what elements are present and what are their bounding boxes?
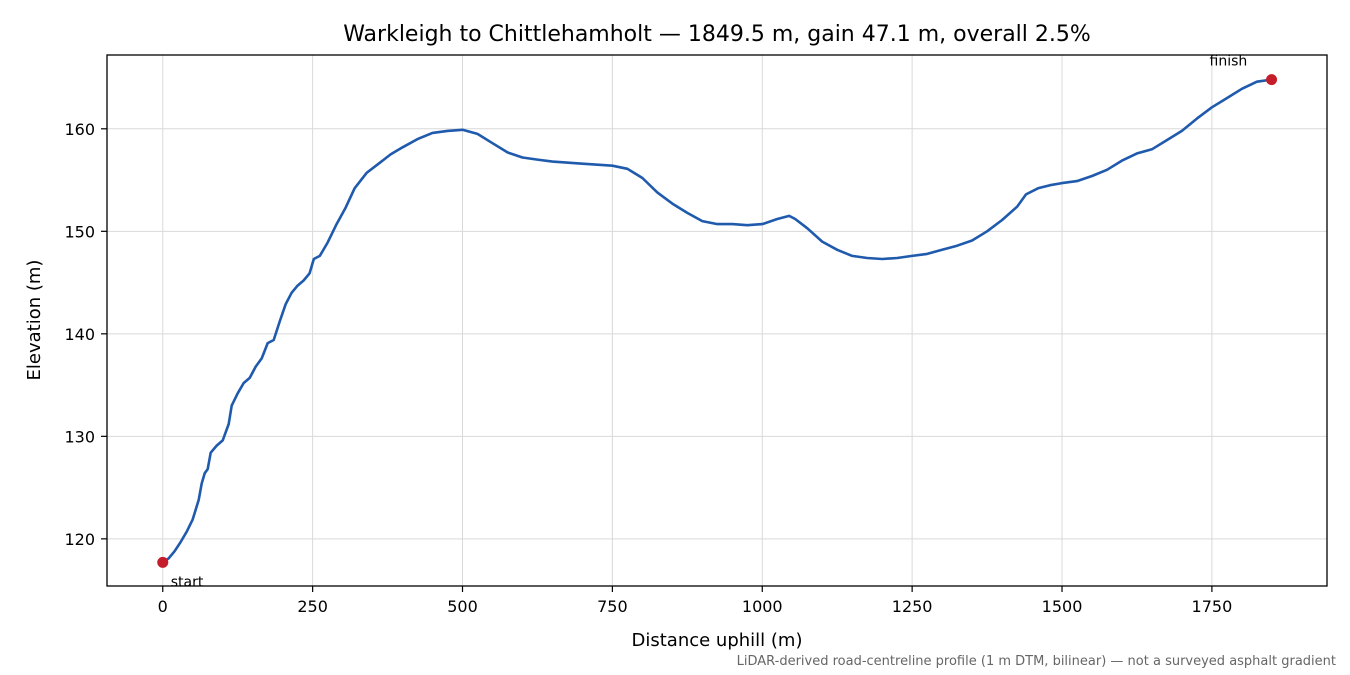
- grid: [107, 55, 1327, 586]
- x-tick-label: 1250: [892, 597, 933, 616]
- x-tick-label: 1750: [1192, 597, 1233, 616]
- x-tick-label: 500: [447, 597, 478, 616]
- footnote: LiDAR-derived road-centreline profile (1…: [737, 654, 1336, 669]
- elevation-profile-line: [161, 78, 1273, 564]
- x-tick-label: 0: [158, 597, 168, 616]
- start-label: start: [171, 574, 204, 590]
- endpoint-markers: start finish: [157, 54, 1278, 590]
- x-tick-label: 1500: [1042, 597, 1083, 616]
- axis-ticks: 0 250 500 750 1000 1250 1500 1750 120 130 140 150 16…: [64, 120, 1232, 616]
- finish-marker: [1266, 74, 1278, 86]
- y-tick-label: 140: [64, 325, 95, 344]
- y-tick-label: 130: [64, 427, 95, 446]
- y-axis-label: Elevation (m): [24, 260, 45, 381]
- plot-frame: [106, 54, 1328, 587]
- chart-title: Warkleigh to Chittlehamholt — 1849.5 m, …: [343, 22, 1091, 47]
- x-axis-label: Distance uphill (m): [632, 630, 803, 651]
- x-tick-label: 750: [597, 597, 628, 616]
- finish-label: finish: [1210, 54, 1248, 70]
- x-tick-label: 1000: [742, 597, 783, 616]
- y-tick-label: 150: [64, 222, 95, 241]
- start-marker: [157, 556, 169, 568]
- y-tick-label: 120: [64, 530, 95, 549]
- x-tick-label: 250: [297, 597, 328, 616]
- y-tick-label: 160: [64, 120, 95, 139]
